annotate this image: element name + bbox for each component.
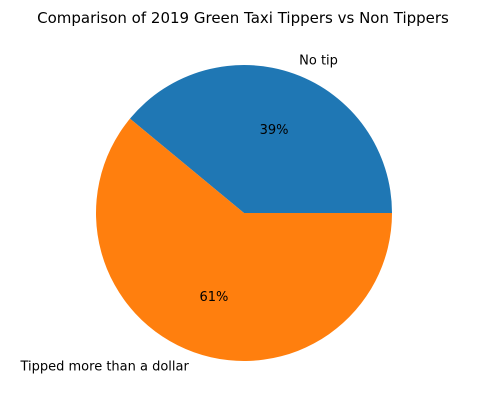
slice-category-label: Tipped more than a dollar xyxy=(19,360,189,375)
pie-slices xyxy=(96,64,393,361)
chart-title: Comparison of 2019 Green Taxi Tippers vs… xyxy=(37,9,449,27)
pie-labels: 39% No tip 61% Tipped more than a dollar xyxy=(19,53,337,374)
slice-percent-label: 61% xyxy=(199,290,228,305)
slice-percent-label: 39% xyxy=(260,123,289,138)
slice-category-label: No tip xyxy=(299,53,338,68)
pie-slice-no-tip xyxy=(129,64,392,213)
pie-slice-tipped-more-than-a-dollar xyxy=(96,118,393,361)
